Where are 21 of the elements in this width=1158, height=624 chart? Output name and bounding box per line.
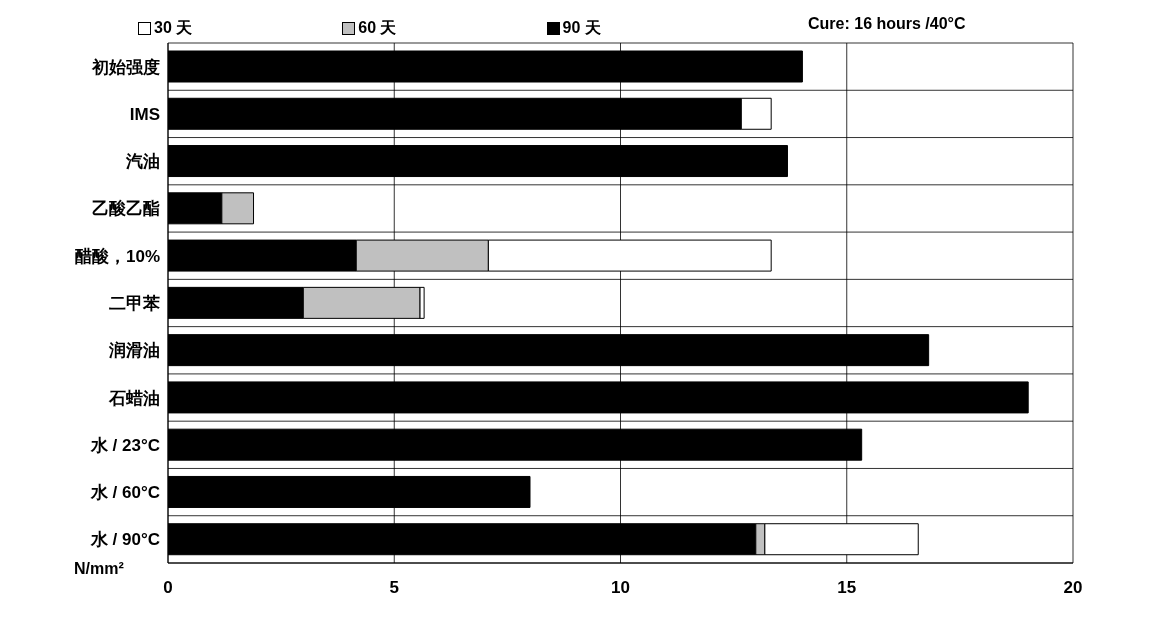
x-tick-label: 15	[837, 578, 857, 598]
x-tick-label: 0	[163, 578, 173, 598]
y-tick-label: 水 / 60°C	[89, 483, 160, 503]
y-tick-label: 醋酸，10%	[74, 246, 160, 266]
y-tick-label: 水 / 23°C	[89, 435, 160, 455]
legend-label: 30 天	[154, 17, 193, 38]
legend-label: 90 天	[562, 17, 601, 38]
y-tick-label: 汽油	[125, 152, 160, 172]
text: Cure: 16 hours /40°C	[808, 15, 966, 33]
y-tick-label: 乙酸乙酯	[92, 199, 160, 219]
y-tick-label: 润滑油	[108, 341, 160, 361]
x-axis-title: N/mm²	[74, 560, 124, 578]
y-tick-label: IMS	[129, 104, 160, 124]
x-tick-label: 5	[389, 578, 399, 598]
y-tick-label: 初始强度	[91, 57, 160, 77]
legend-label: 60 天	[358, 17, 397, 38]
x-tick-label: 20	[1063, 578, 1083, 598]
y-tick-label: 二甲苯	[109, 294, 161, 314]
x-tick-label: 10	[611, 578, 630, 598]
y-tick-label: 水 / 90°C	[89, 530, 160, 550]
y-tick-label: 石蜡油	[108, 388, 160, 408]
